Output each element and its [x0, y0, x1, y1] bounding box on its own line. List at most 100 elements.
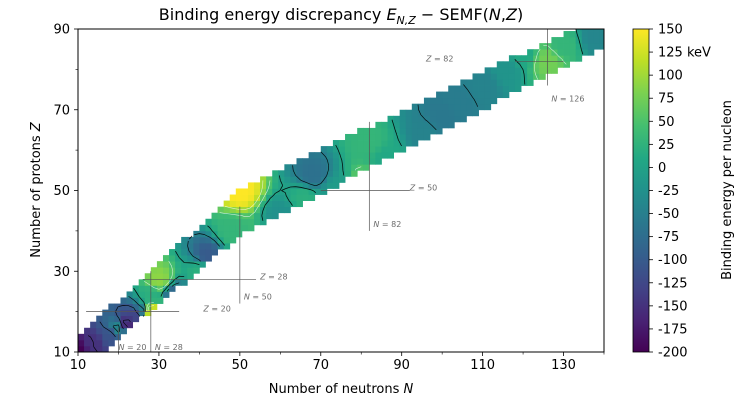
heatmap-cell	[454, 103, 461, 111]
heatmap-cell	[387, 133, 394, 141]
heatmap-cell	[193, 236, 200, 244]
heatmap-cell	[575, 43, 583, 50]
heatmap-cell	[78, 333, 85, 341]
heatmap-cell	[508, 73, 516, 80]
heatmap-cell	[430, 121, 437, 129]
heatmap-cell	[320, 182, 328, 189]
heatmap-cell	[272, 206, 279, 214]
heatmap-cell	[587, 29, 595, 32]
heatmap-cell	[211, 224, 218, 232]
heatmap-cell	[448, 97, 455, 105]
heatmap-cell	[150, 267, 158, 274]
heatmap-cell	[278, 200, 285, 208]
colorbar-tick-label: -150	[658, 299, 688, 314]
heatmap-cell	[302, 164, 310, 171]
colorbar-tick-label: -125	[658, 276, 688, 291]
contour-line	[87, 319, 131, 352]
heatmap-cell	[533, 67, 540, 74]
heatmap-cell	[247, 200, 255, 208]
heatmap-cell	[514, 61, 522, 68]
heatmap-cell	[247, 182, 255, 189]
heatmap-cell	[345, 140, 352, 147]
contour-lines	[87, 29, 584, 352]
heatmap-cell	[557, 43, 564, 50]
heatmap-cell	[454, 97, 461, 105]
heatmap-cell	[247, 194, 255, 201]
heatmap-cell	[448, 103, 455, 111]
heatmap-cell	[326, 152, 334, 159]
heatmap-cell	[211, 212, 218, 220]
heatmap-cell	[496, 61, 504, 68]
heatmap-cell	[381, 146, 388, 153]
heatmap-cell	[223, 242, 231, 250]
heatmap-cell	[387, 140, 394, 147]
heatmap-cell	[199, 224, 206, 232]
heatmap-cell	[96, 333, 103, 341]
heatmap-cell	[193, 261, 200, 268]
heatmap-cell	[187, 267, 194, 274]
heatmap-cell	[132, 303, 140, 311]
heatmap-cell	[478, 73, 486, 80]
heatmap-cell	[405, 109, 413, 117]
heatmap-cell	[557, 49, 564, 56]
heatmap-cell	[284, 164, 291, 171]
heatmap-cell	[205, 242, 212, 250]
heatmap-cell	[302, 188, 310, 195]
heatmap-cell	[187, 236, 194, 244]
heatmap-cell	[169, 267, 176, 274]
colorbar-tick-label: -100	[658, 253, 688, 268]
heatmap-cell	[502, 85, 510, 92]
heatmap-cell	[235, 194, 243, 201]
heatmap-cell	[254, 194, 261, 201]
heatmap-cell	[478, 79, 486, 86]
y-axis-ticks: 10 30 50 70 90	[53, 23, 78, 361]
heatmap-cell	[533, 49, 540, 56]
heatmap-cell	[430, 103, 437, 111]
colorbar-tick-label: -50	[658, 207, 679, 222]
heatmap-cell	[411, 121, 419, 129]
heatmap-cell	[466, 103, 473, 111]
heatmap-cell	[551, 67, 558, 74]
heatmap-cell	[84, 327, 91, 335]
heatmap-cell	[90, 321, 97, 329]
heatmap-cell	[345, 152, 352, 159]
heatmap-cell	[423, 133, 431, 141]
heatmap-cell	[193, 242, 200, 250]
heatmap-cell	[278, 188, 285, 195]
heatmap-cell	[545, 55, 552, 62]
heatmap-cell	[375, 127, 382, 135]
heatmap-cell	[472, 97, 479, 105]
x-axis-ticks: 10 30 50 70 90 110 130	[70, 352, 605, 373]
heatmap-cell	[308, 194, 316, 201]
heatmap-cell	[393, 140, 401, 147]
heatmap-cell	[308, 164, 316, 171]
heatmap-cell	[508, 79, 516, 86]
heatmap-cell	[375, 152, 382, 159]
heatmap-cell	[514, 73, 522, 80]
heatmap-cell	[175, 267, 182, 274]
magic-label: N = 28	[155, 343, 183, 352]
heatmap-cell	[539, 43, 546, 50]
heatmap-cell	[587, 43, 595, 50]
heatmap-cell	[460, 79, 467, 86]
heatmap-cell	[539, 49, 546, 56]
heatmap-cell	[96, 315, 103, 323]
heatmap-cell	[284, 200, 291, 208]
heatmap-cell	[545, 61, 552, 68]
heatmap-cell	[205, 255, 212, 262]
heatmap-cell	[369, 152, 376, 159]
heatmap-cell	[150, 303, 158, 311]
heatmap-cell	[363, 164, 370, 171]
heatmap-cell	[502, 61, 510, 68]
heatmap-cell	[484, 67, 492, 74]
heatmap-cell	[181, 242, 188, 250]
heatmap-cell	[169, 255, 176, 262]
heatmap-cell	[393, 115, 401, 123]
heatmap-cell	[120, 309, 127, 317]
heatmap-cell	[78, 345, 85, 352]
heatmap-cell	[593, 29, 601, 32]
heatmap-cell	[332, 176, 340, 183]
heatmap-cell	[332, 146, 340, 153]
magic-label: N = 50	[244, 293, 272, 302]
heatmap-cell	[235, 230, 243, 238]
